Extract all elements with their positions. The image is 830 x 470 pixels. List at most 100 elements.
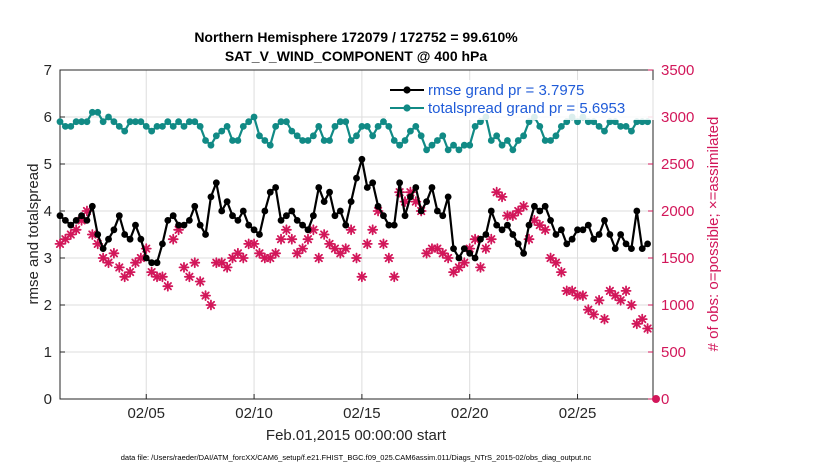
y-tick-label-left: 7	[44, 62, 52, 79]
totalspread-point	[153, 123, 161, 130]
rmse-point	[460, 245, 468, 253]
obs-point	[383, 252, 395, 264]
obs-point-stroke	[643, 324, 652, 333]
rmse-point	[137, 235, 145, 243]
obs-point-zero	[652, 395, 660, 403]
totalspread-point	[169, 123, 177, 130]
y-tick-label-left: 5	[44, 156, 52, 173]
obs-point	[194, 276, 206, 287]
totalspread-point	[407, 127, 414, 135]
totalspread-series	[56, 108, 652, 154]
rmse-point	[369, 179, 377, 187]
rmse-point	[531, 202, 538, 210]
y-tick-label-left: 2	[44, 297, 52, 314]
totalspread-point	[256, 132, 263, 140]
obs-point	[275, 233, 287, 245]
x-tick-label: 02/05	[127, 405, 165, 422]
rmse-point	[557, 226, 565, 234]
rmse-point	[132, 221, 139, 229]
totalspread-point	[401, 137, 409, 144]
obs-point-stroke	[470, 235, 480, 244]
obs-point-stroke	[314, 253, 323, 263]
obs-point-stroke	[357, 272, 366, 281]
rmse-point	[207, 193, 215, 201]
obs-point	[620, 285, 632, 297]
totalspread-point	[283, 118, 290, 126]
obs-point	[216, 257, 228, 269]
rmse-point	[514, 240, 522, 248]
totalspread-point	[126, 118, 134, 126]
y-tick-label-right: 2000	[661, 203, 694, 220]
obs-point-stroke	[104, 258, 113, 267]
totalspread-point	[374, 123, 382, 130]
obs-point	[270, 247, 282, 259]
rmse-point	[450, 245, 457, 253]
totalspread-point	[272, 123, 280, 130]
obs-point-stroke	[325, 239, 334, 249]
totalspread-point	[358, 123, 366, 130]
obs-point-stroke	[352, 253, 361, 263]
obs-point	[97, 252, 109, 264]
rmse-point	[250, 226, 258, 234]
obs-point	[555, 266, 567, 278]
tick-layer: 0 1 2 3 4 5 6 7 0 500 1000 1500 2000 2500 3000 3500 02/0…	[44, 62, 695, 422]
rmse-point	[493, 221, 501, 229]
rmse-point	[412, 184, 420, 191]
rmse-point	[385, 221, 393, 229]
obs-point-stroke	[519, 202, 528, 211]
totalspread-point	[380, 118, 387, 126]
rmse-point	[94, 231, 102, 238]
rmse-point	[72, 217, 80, 224]
obs-point	[361, 238, 373, 250]
obs-point	[351, 252, 362, 264]
totalspread-point	[536, 123, 544, 130]
totalspread-point	[245, 118, 253, 126]
totalspread-point	[212, 132, 220, 140]
obs-point	[496, 191, 508, 203]
obs-point	[124, 266, 136, 278]
obs-point-stroke	[546, 253, 555, 263]
rmse-point	[374, 202, 382, 210]
rmse-point	[611, 245, 619, 253]
totalspread-point	[115, 123, 123, 130]
rmse-point	[169, 212, 177, 220]
obs-point-stroke	[255, 249, 264, 258]
obs-series	[54, 186, 660, 403]
obs-point-stroke	[109, 249, 119, 258]
totalspread-point	[229, 137, 236, 144]
totalspread-point	[239, 123, 247, 130]
obs-point	[626, 299, 637, 311]
y-tick-label-right: 1500	[661, 250, 694, 267]
obs-point-stroke	[196, 277, 205, 286]
x-tick-label: 02/20	[451, 405, 489, 422]
rmse-point	[110, 226, 118, 234]
totalspread-point	[56, 118, 64, 126]
rmse-point	[299, 221, 306, 229]
obs-point-stroke	[185, 272, 194, 281]
obs-point	[566, 285, 578, 297]
x-tick-label: 02/15	[343, 405, 381, 422]
rmse-point	[433, 207, 441, 215]
obs-point-stroke	[233, 249, 243, 258]
totalspread-point	[369, 132, 377, 140]
obs-point	[167, 233, 179, 245]
totalspread-point	[110, 118, 118, 126]
totalspread-point	[99, 118, 107, 126]
totalspread-point	[67, 123, 75, 130]
rmse-point	[606, 231, 614, 238]
rmse-point	[239, 207, 247, 215]
totalspread-point	[617, 123, 625, 130]
obs-point	[588, 308, 600, 320]
obs-point	[448, 266, 459, 278]
y-tick-label-left: 6	[44, 109, 52, 126]
y-tick-label-left: 1	[44, 344, 52, 361]
totalspread-point	[460, 141, 468, 149]
rmse-point	[380, 212, 387, 220]
y-tick-label-left: 4	[44, 203, 52, 220]
obs-point-stroke	[271, 249, 280, 258]
totalspread-point	[218, 127, 226, 135]
rmse-series	[56, 155, 652, 267]
totalspread-point	[417, 132, 425, 140]
totalspread-point	[450, 141, 457, 149]
totalspread-point	[504, 137, 511, 144]
